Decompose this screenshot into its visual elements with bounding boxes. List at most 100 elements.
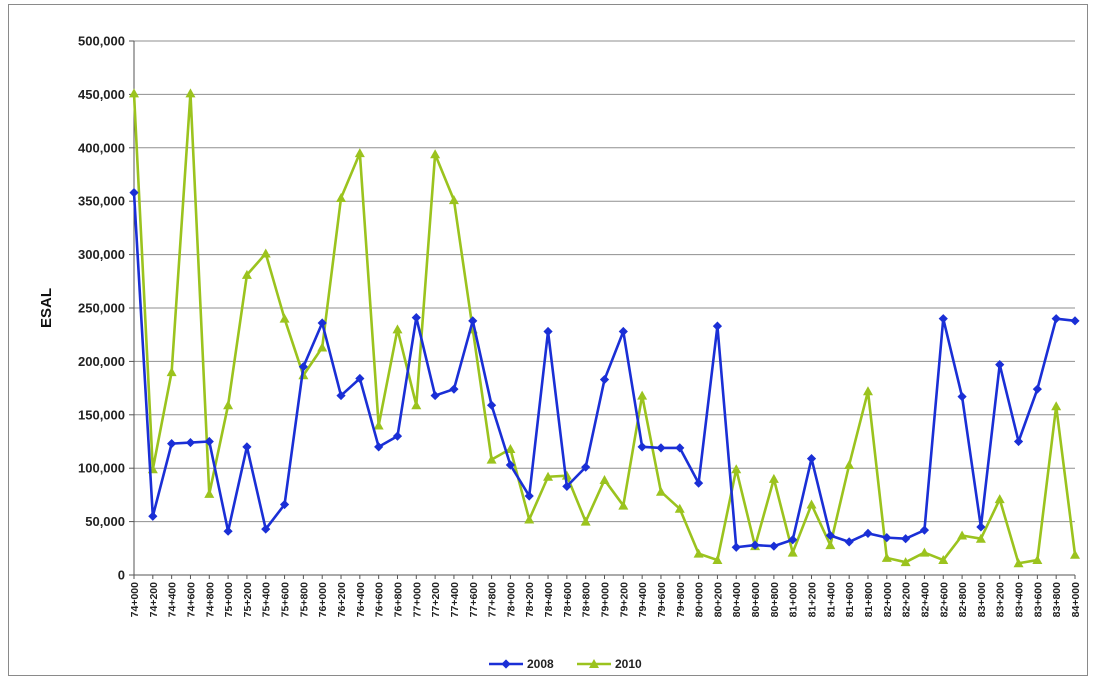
series xyxy=(129,88,1080,568)
data-point-2008 xyxy=(317,318,327,328)
data-point-2010 xyxy=(166,367,177,377)
data-point-2008 xyxy=(750,540,760,550)
x-tick-label: 82+200 xyxy=(901,582,913,617)
data-point-2010 xyxy=(204,488,215,498)
y-tick-label: 400,000 xyxy=(78,140,125,155)
y-tick-label: 450,000 xyxy=(78,87,125,102)
x-tick-label: 78+600 xyxy=(562,582,574,617)
x-tick-label: 77+000 xyxy=(411,582,423,617)
series-2010 xyxy=(129,88,1080,568)
data-point-2010 xyxy=(768,473,779,483)
series-line-2010 xyxy=(132,92,1077,565)
data-point-2010 xyxy=(336,192,347,202)
data-point-2010 xyxy=(430,149,441,159)
data-point-2010 xyxy=(844,459,855,469)
data-point-2010 xyxy=(589,659,599,668)
y-tick-label: 150,000 xyxy=(78,407,125,422)
data-point-2010 xyxy=(543,471,554,481)
y-tick-label: 100,000 xyxy=(78,461,125,476)
data-point-2008 xyxy=(656,443,666,453)
x-tick-label: 74+400 xyxy=(167,582,179,617)
data-point-2010 xyxy=(580,516,591,526)
x-axis-ticks: 74+000 74+200 74+400 74+600 74+800 75+000 75+2… xyxy=(129,575,1082,617)
y-axis-title: ESAL xyxy=(38,288,55,328)
x-tick-label: 81+000 xyxy=(788,582,800,617)
data-point-2010 xyxy=(1032,555,1043,565)
data-point-2010 xyxy=(561,470,572,480)
x-tick-label: 76+600 xyxy=(374,582,386,617)
data-point-2010 xyxy=(881,552,892,562)
data-point-2008 xyxy=(449,384,459,394)
x-tick-label: 81+600 xyxy=(844,582,856,617)
data-point-2008 xyxy=(501,659,511,669)
x-tick-label: 79+600 xyxy=(656,582,668,617)
gridlines xyxy=(134,40,1075,523)
data-point-2010 xyxy=(938,555,949,565)
x-tick-label: 76+400 xyxy=(355,582,367,617)
legend-label: 2008 xyxy=(527,657,554,671)
data-point-2008 xyxy=(901,534,911,544)
x-tick-label: 78+000 xyxy=(505,582,517,617)
data-point-2008 xyxy=(995,360,1005,370)
data-point-2010 xyxy=(129,88,139,98)
chart-frame: 0 50,000 100,000 150,000 200,000 250,000 300,0… xyxy=(8,4,1088,676)
y-tick-label: 350,000 xyxy=(78,194,125,209)
legend: 2008 2010 xyxy=(489,657,642,671)
x-tick-label: 75+600 xyxy=(280,582,292,617)
data-point-2008 xyxy=(675,443,685,453)
y-tick-label: 50,000 xyxy=(85,514,125,529)
x-tick-label: 74+800 xyxy=(204,582,216,617)
data-point-2008 xyxy=(1070,316,1080,326)
data-point-2008 xyxy=(769,541,779,551)
data-point-2010 xyxy=(524,514,535,524)
x-tick-label: 75+400 xyxy=(261,582,273,617)
data-point-2008 xyxy=(148,511,158,521)
data-point-2008 xyxy=(167,439,177,449)
series-2008 xyxy=(129,188,1080,552)
data-point-2008 xyxy=(788,535,798,545)
data-point-2008 xyxy=(618,326,628,337)
data-point-2010 xyxy=(731,464,742,474)
data-point-2010 xyxy=(448,195,459,205)
x-tick-label: 83+000 xyxy=(976,582,988,617)
data-point-2010 xyxy=(599,474,610,484)
data-point-2008 xyxy=(1013,436,1024,447)
data-point-2010 xyxy=(994,494,1005,504)
x-tick-label: 81+800 xyxy=(863,582,875,617)
y-tick-label: 0 xyxy=(118,568,125,583)
legend-item-2010: 2010 xyxy=(577,657,642,671)
data-point-2008 xyxy=(976,522,986,532)
data-point-2008 xyxy=(599,374,610,385)
data-point-2008 xyxy=(957,392,967,402)
data-point-2010 xyxy=(900,557,911,567)
data-point-2010 xyxy=(787,547,798,557)
data-point-2008 xyxy=(712,321,723,331)
x-tick-label: 76+000 xyxy=(317,582,329,617)
data-point-2010 xyxy=(957,530,968,540)
legend-item-2008: 2008 xyxy=(489,657,554,671)
x-tick-label: 77+800 xyxy=(487,582,499,617)
y-tick-label: 300,000 xyxy=(78,247,125,262)
data-point-2010 xyxy=(655,486,666,496)
x-tick-label: 79+800 xyxy=(675,582,687,617)
y-tick-label: 500,000 xyxy=(78,34,125,49)
data-point-2010 xyxy=(712,555,723,565)
data-point-2010 xyxy=(486,454,497,464)
data-point-2008 xyxy=(204,436,214,447)
x-tick-label: 78+200 xyxy=(524,582,536,617)
x-tick-label: 79+000 xyxy=(600,582,612,617)
data-point-2008 xyxy=(129,188,139,198)
x-tick-label: 77+200 xyxy=(430,582,442,617)
y-axis-ticks: 0 50,000 100,000 150,000 200,000 250,000 300,0… xyxy=(78,34,134,583)
legend-label: 2010 xyxy=(615,657,642,671)
data-point-2008 xyxy=(1051,314,1061,324)
x-tick-label: 83+200 xyxy=(995,582,1007,617)
data-point-2008 xyxy=(825,530,835,541)
x-tick-label: 76+200 xyxy=(336,582,348,617)
x-tick-label: 82+400 xyxy=(919,582,931,617)
x-tick-label: 82+000 xyxy=(882,582,894,617)
x-tick-label: 84+000 xyxy=(1070,582,1082,617)
x-tick-label: 77+400 xyxy=(449,582,461,617)
data-point-2010 xyxy=(919,547,930,557)
x-tick-label: 81+200 xyxy=(807,582,819,617)
